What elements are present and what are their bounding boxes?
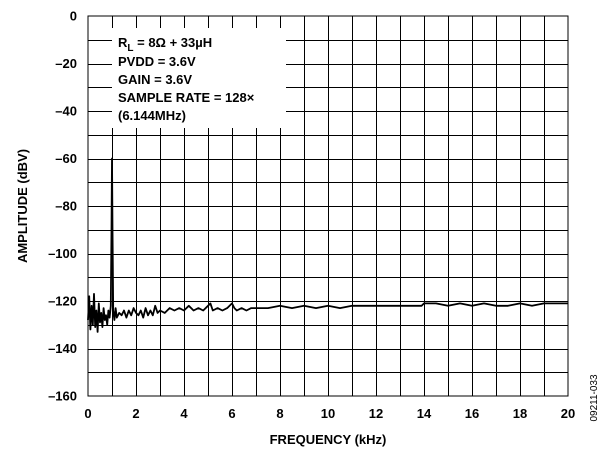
y-tick-label: –140 [48,341,77,356]
y-axis-ticks: 0 –20 –40 –60 –80 –100 –120 –140 –160 [48,9,77,404]
annotation-load: RL = 8Ω + 33µH [118,35,212,54]
annotation-line: SAMPLE RATE = 128× [118,90,255,105]
x-tick-label: 14 [417,406,432,421]
x-tick-label: 4 [180,406,188,421]
x-tick-label: 18 [513,406,527,421]
annotation-load-value: = 8Ω + 33µH [134,35,213,50]
series-line [87,157,568,333]
y-tick-label: –160 [48,389,77,404]
x-tick-label: 0 [84,406,91,421]
x-tick-label: 2 [132,406,139,421]
y-tick-label: –60 [55,151,77,166]
x-axis-ticks: 0 2 4 6 8 10 12 14 16 18 20 [84,406,575,421]
x-axis-title: FREQUENCY (kHz) [270,432,387,447]
y-tick-label: –100 [48,246,77,261]
x-tick-label: 8 [276,406,283,421]
y-tick-label: –20 [55,56,77,71]
y-tick-label: –80 [55,199,77,214]
annotation-line: (6.144MHz) [118,108,186,123]
annotation-background [112,28,286,128]
plot-frame [87,15,569,397]
series-trace-group [87,157,568,333]
annotation-load-subscript: L [127,43,133,54]
annotation-line: PVDD = 3.6V [118,54,196,69]
figure-id: 09211-033 [589,374,600,422]
annotation-box: RL = 8Ω + 33µH PVDD = 3.6V GAIN = 3.6V S… [118,35,255,123]
x-tick-label: 20 [561,406,575,421]
x-tick-label: 6 [228,406,235,421]
x-tick-label: 12 [369,406,383,421]
annotation-line: GAIN = 3.6V [118,72,192,87]
x-tick-label: 16 [465,406,479,421]
y-tick-label: 0 [70,9,77,24]
x-tick-label: 10 [321,406,335,421]
y-tick-label: –40 [55,104,77,119]
y-tick-label: –120 [48,294,77,309]
y-axis-title: AMPLITUDE (dBV) [15,149,30,263]
annotation-load-prefix: R [118,35,128,50]
